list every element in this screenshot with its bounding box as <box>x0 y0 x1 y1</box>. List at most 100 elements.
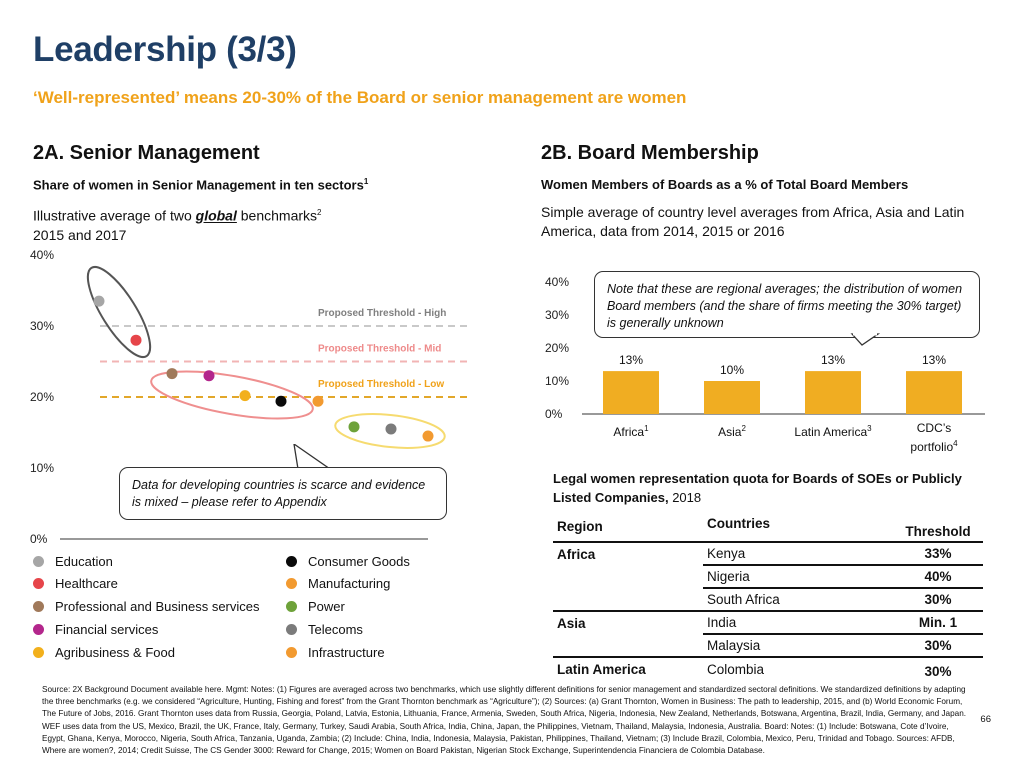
threshold-cell: Min. 1 <box>893 611 983 635</box>
data-point-consumer-goods <box>275 395 287 407</box>
bar-africa <box>603 371 659 414</box>
threshold-cell: 30% <box>893 634 983 658</box>
bar-y-tick-label: 10% <box>545 374 569 388</box>
page-subtitle: ‘Well-represented’ means 20-30% of the B… <box>33 88 687 107</box>
legend-item: Education <box>33 551 113 571</box>
bar-y-tick-label: 30% <box>545 308 569 322</box>
bar-y-tick-label: 20% <box>545 341 569 355</box>
legend-swatch <box>286 623 297 635</box>
legend-swatch <box>33 578 44 590</box>
legend-label: Telecoms <box>308 621 363 637</box>
board-membership-description: Simple average of country level averages… <box>541 204 965 239</box>
senior-management-subheading: Share of women in Senior Management in t… <box>33 177 369 193</box>
legend-label: Agribusiness & Food <box>55 644 175 660</box>
bar-category-label: Africa1 <box>613 424 649 439</box>
threshold-label-low: Proposed Threshold - Low <box>318 379 444 390</box>
table-row: Malaysia 30% <box>553 634 983 658</box>
senior-management-description: Illustrative average of two global bench… <box>33 207 322 243</box>
country-cell: India <box>703 611 893 635</box>
legend-swatch <box>286 601 297 613</box>
y-tick-label: 20% <box>30 390 54 404</box>
legend-item: Healthcare <box>33 574 118 594</box>
bar-value-label: 13% <box>619 353 643 367</box>
table-row: Asia India Min. 1 <box>553 611 983 635</box>
threshold-cell: 33% <box>893 542 983 566</box>
bar-value-label: 13% <box>821 353 845 367</box>
legend-label: Education <box>55 553 113 569</box>
bar-latin-america <box>805 371 861 414</box>
data-point-power <box>348 421 360 433</box>
bar-y-tick-label: 0% <box>545 407 563 420</box>
y-tick-label: 0% <box>30 532 48 546</box>
threshold-cell: 30% <box>924 663 952 679</box>
table-row: Nigeria 40% <box>553 565 983 589</box>
threshold-label-high: Proposed Threshold - High <box>318 308 446 319</box>
legend-item: Professional and Business services <box>33 597 260 617</box>
region-cell: Africa <box>557 546 596 562</box>
legend-label: Consumer Goods <box>308 553 410 569</box>
legend-item: Financial services <box>33 619 158 639</box>
legend-item: Infrastructure <box>286 642 385 662</box>
region-cell <box>553 565 703 588</box>
y-tick-label: 30% <box>30 319 54 333</box>
legend-swatch <box>33 555 44 567</box>
bar-value-label: 10% <box>720 363 744 377</box>
threshold-cell: 30% <box>893 588 983 612</box>
bar-category-label: Latin America3 <box>794 424 872 439</box>
legend-swatch <box>33 601 44 613</box>
data-point-infrastructure <box>422 430 434 442</box>
legend-label: Healthcare <box>55 576 118 592</box>
legend-item: Telecoms <box>286 619 363 639</box>
legend-item: Manufacturing <box>286 574 390 594</box>
senior-management-scatter-chart: 0% 10% 20% 30% 40% Proposed Threshold - High… <box>30 248 472 546</box>
data-point-manufacturing <box>312 395 324 407</box>
table-row: Africa Kenya 33% <box>553 542 983 566</box>
data-point-agribusiness-food <box>239 390 251 402</box>
group-ellipse-mid <box>150 370 314 420</box>
bar-y-tick-label: 40% <box>545 275 569 289</box>
source-footnote: Source: 2X Background Document available… <box>42 685 967 756</box>
y-tick-label: 10% <box>30 461 54 475</box>
board-membership-subheading: Women Members of Boards as a % of Total … <box>541 177 909 192</box>
board-membership-bar-chart: 0% 10% 20% 30% 40% 13% 10% 13% 13% <box>545 275 985 420</box>
legend-item: Consumer Goods <box>286 551 410 571</box>
bar-cdc-s-portfolio <box>906 371 962 414</box>
table-row: South Africa 30% <box>553 588 983 612</box>
column-header-threshold: Threshold <box>893 512 983 543</box>
regional-averages-callout: Note that these are regional averages; t… <box>594 271 980 338</box>
region-cell: Latin America <box>557 661 646 677</box>
quota-table-title: Legal women representation quota for Boa… <box>553 471 962 505</box>
country-cell: Kenya <box>703 542 893 566</box>
legend-item: Agribusiness & Food <box>33 642 175 662</box>
legend-label: Manufacturing <box>308 576 391 592</box>
country-cell: South Africa <box>703 588 893 612</box>
legend-swatch <box>33 646 44 658</box>
group-ellipse-low <box>334 413 446 449</box>
country-cell: Nigeria <box>703 565 893 589</box>
developing-countries-callout: Data for developing countries is scarce … <box>119 467 447 520</box>
table-row: Latin America Colombia 30% <box>553 657 983 680</box>
legend-swatch <box>286 646 297 658</box>
data-point-financial-services <box>203 370 215 382</box>
legend-label: Infrastructure <box>308 644 385 660</box>
region-cell: Asia <box>557 615 586 631</box>
region-cell <box>553 634 703 658</box>
page-title: Leadership (3/3) <box>33 30 297 69</box>
group-ellipse-high <box>86 265 152 359</box>
bar-category-label: CDC’s portfolio4 <box>910 421 958 454</box>
column-header-countries: Countries <box>703 512 893 543</box>
page-number: 66 <box>980 714 991 725</box>
country-cell: Colombia <box>707 661 765 677</box>
threshold-label-mid: Proposed Threshold - Mid <box>318 344 441 355</box>
legend-label: Financial services <box>55 621 159 637</box>
quota-table: Region Countries Threshold Africa Kenya 33… <box>553 512 983 680</box>
legend-label: Power <box>308 599 345 615</box>
callout-pointer-right <box>850 333 881 346</box>
y-tick-label: 40% <box>30 248 54 262</box>
data-point-healthcare <box>130 334 142 346</box>
legend-swatch <box>286 555 297 567</box>
country-cell: Malaysia <box>703 634 893 658</box>
threshold-cell: 40% <box>893 565 983 589</box>
legend-item: Power <box>286 597 345 617</box>
bar-asia <box>704 381 760 414</box>
